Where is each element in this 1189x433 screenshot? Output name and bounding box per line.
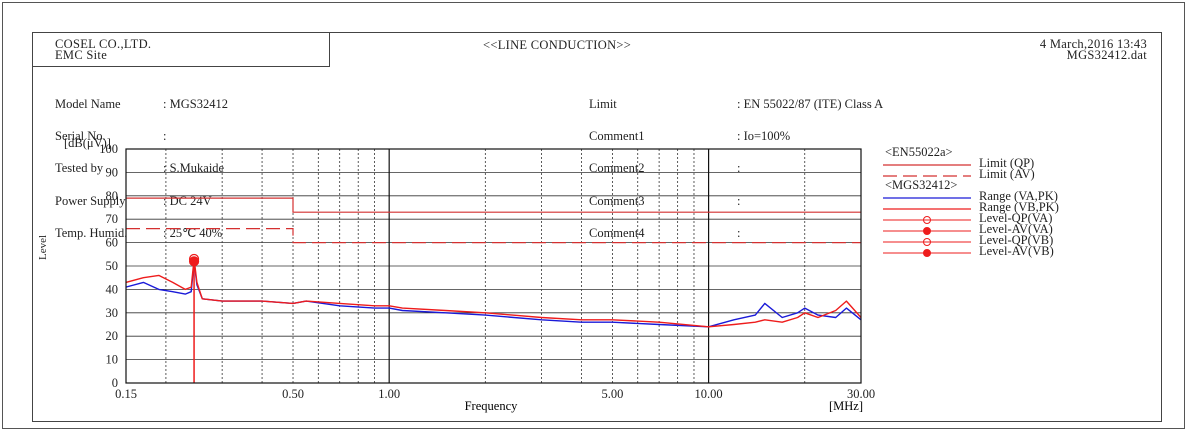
- x-tick-label: 5.00: [602, 387, 624, 401]
- range-vb-line: [125, 258, 862, 328]
- legend-limit-qp: Limit (QP): [979, 156, 1035, 170]
- legend-limit-av: Limit (AV): [979, 167, 1035, 181]
- label-serial-no: Serial No.: [55, 128, 106, 143]
- y-tick-label: 0: [112, 376, 118, 390]
- label-limit: Limit: [589, 96, 617, 111]
- legend-range-va: Range (VA,PK): [979, 189, 1058, 203]
- info-labels-left: Model Name Serial No. Tested by Power Su…: [55, 77, 127, 261]
- swatch-level-av-vb-marker: [923, 249, 931, 257]
- company-name: COSEL CO.,LTD.: [55, 37, 152, 51]
- swatch-level-av-va-marker: [923, 227, 931, 235]
- info-values-right: : EN 55022/87 (ITE) Class A : Io=100% : …: [737, 77, 883, 261]
- label-model-name: Model Name: [55, 96, 121, 111]
- site-name: EMC Site: [55, 48, 108, 62]
- y-tick-label: 10: [106, 353, 119, 367]
- range-va-line: [125, 260, 862, 328]
- limit-av-line: [126, 228, 861, 244]
- value-limit: : EN 55022/87 (ITE) Class A: [737, 96, 884, 111]
- y-tick-label: 70: [106, 212, 119, 226]
- x-tick-label: 10.00: [695, 387, 723, 401]
- limit-qp-line: [126, 197, 861, 213]
- value-model-name: : MGS32412: [163, 96, 228, 111]
- y-tick-label: 90: [106, 165, 119, 179]
- legend-group-limit: <EN55022a>: [885, 145, 953, 159]
- swatch-level-qp-vb-marker: [923, 238, 931, 246]
- x-axis-title: Frequency: [465, 399, 519, 413]
- y-tick-label: 40: [106, 282, 119, 296]
- header-divider: [329, 33, 330, 67]
- label-comment2: Comment2: [589, 161, 645, 176]
- legend-swatches: [883, 164, 971, 257]
- y-tick-label: 60: [106, 236, 119, 250]
- y-axis-unit: [dB(μV)]: [64, 136, 111, 150]
- legend-level-qp-va: Level-QP(VA): [979, 211, 1053, 225]
- y-tick-label: 30: [106, 306, 119, 320]
- y-tick-label: 100: [99, 142, 118, 156]
- legend-group-device: <MGS32412>: [885, 178, 958, 192]
- legend-level-qp-vb: Level-QP(VB): [979, 233, 1054, 247]
- label-comment1: Comment1: [589, 128, 645, 143]
- y-tick-label: 20: [106, 329, 119, 343]
- label-comment4: Comment4: [589, 226, 645, 241]
- plot-frame: [125, 148, 862, 384]
- value-comment2: :: [737, 161, 741, 176]
- x-tick-label: 0.15: [115, 387, 137, 401]
- info-values-left: : MGS32412 : : S.Mukaide : DC 24V : 25℃ …: [163, 77, 228, 261]
- info-labels-right: Limit Comment1 Comment2 Comment3 Comment…: [589, 77, 645, 261]
- label-temp-humid: Temp. Humid.: [55, 226, 128, 241]
- report-sheet: COSEL CO.,LTD. EMC Site <<LINE CONDUCTIO…: [32, 32, 1162, 422]
- value-serial-no: :: [163, 128, 167, 143]
- x-axis-unit: [MHz]: [829, 399, 863, 413]
- value-temp-humid: : 25℃ 40%: [163, 226, 223, 241]
- label-power-supply: Power Supply: [55, 193, 126, 208]
- value-tested-by: : S.Mukaide: [163, 161, 225, 176]
- report-date: 4 March,2016 13:43: [1039, 37, 1147, 51]
- data-file-name: MGS32412.dat: [1066, 48, 1147, 62]
- value-comment3: :: [737, 193, 741, 208]
- emission-chart: 0 10 20 30 40 50 60 70 80 90 100 0.15 0.50 1.00 5.00 10…: [99, 142, 875, 413]
- legend-level-av-vb: Level-AV(VB): [979, 244, 1054, 258]
- y-tick-label: 80: [106, 189, 119, 203]
- x-tick-label: 30.00: [847, 387, 875, 401]
- report-title: <<LINE CONDUCTION>>: [483, 38, 632, 52]
- y-tick-label: 50: [106, 259, 119, 273]
- legend-level-av-va: Level-AV(VA): [979, 222, 1053, 236]
- label-tested-by: Tested by: [55, 161, 104, 176]
- x-tick-label: 0.50: [282, 387, 304, 401]
- header-underline: [33, 66, 330, 67]
- legend-range-vb: Range (VB,PK): [979, 200, 1059, 214]
- label-comment3: Comment3: [589, 193, 645, 208]
- value-comment4: :: [737, 226, 741, 241]
- value-comment1: : Io=100%: [737, 128, 791, 143]
- x-tick-label: 1.00: [378, 387, 400, 401]
- swatch-level-qp-va-marker: [923, 216, 931, 224]
- legend: <EN55022a> Limit (QP) Limit (AV) <MGS324…: [33, 33, 1059, 257]
